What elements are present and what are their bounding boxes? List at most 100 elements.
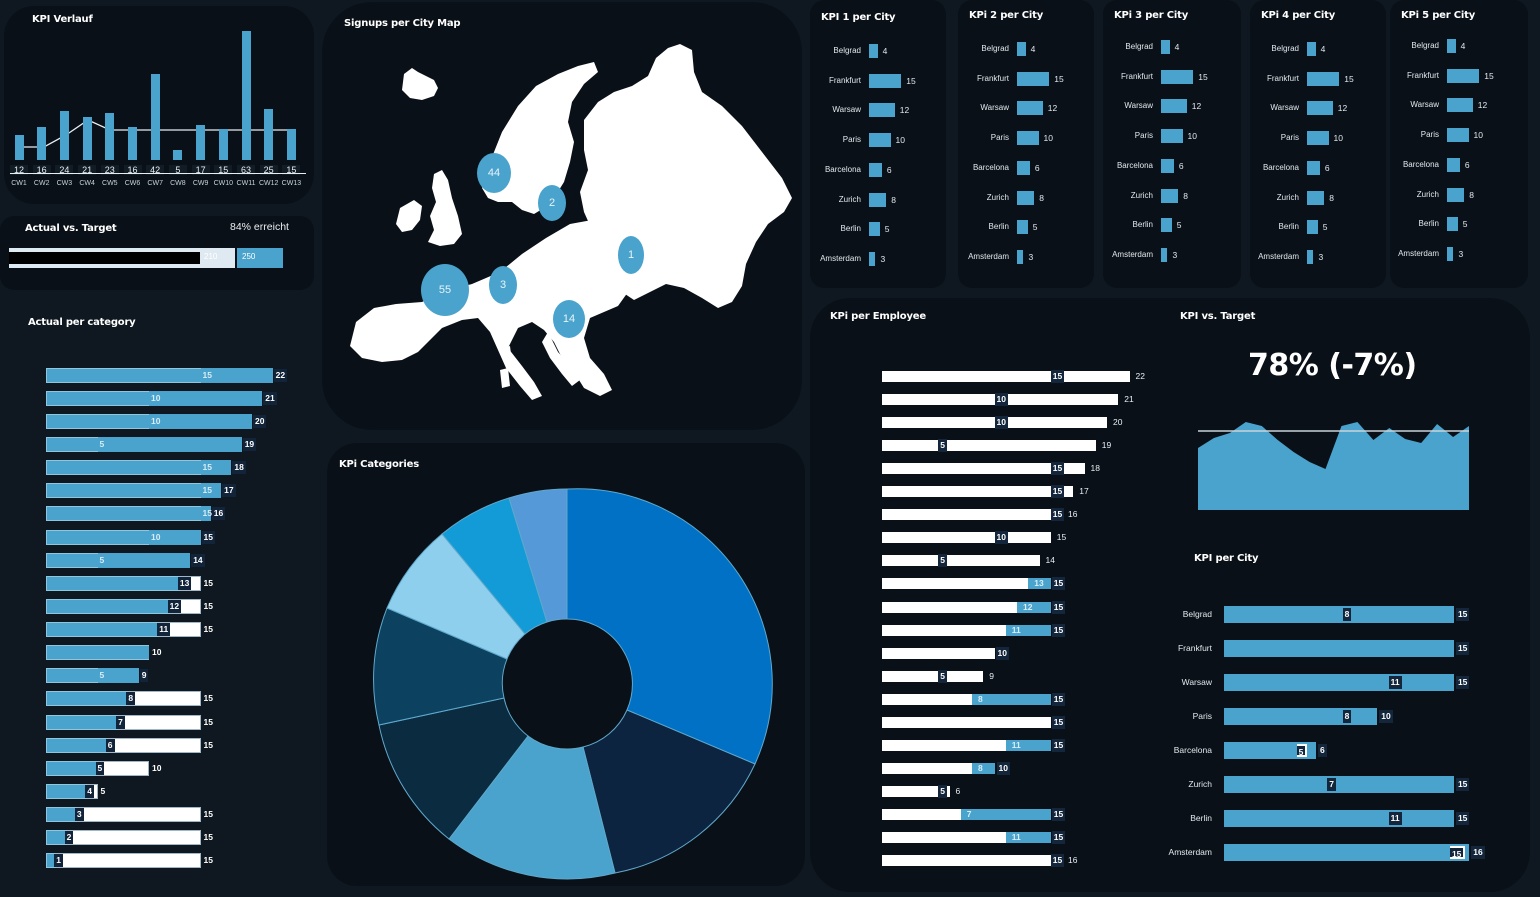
target-value: 22 [273,369,288,382]
city-bar [1307,131,1329,146]
actual-value: 6 [105,739,115,752]
city-value: 10 [1333,133,1343,144]
kpi-city-label: Berlin [1190,813,1212,823]
actual-value: 10 [151,393,161,403]
kpi-verlauf-category: CW5 [102,180,118,187]
map-bubble[interactable]: 14 [553,300,585,338]
actual-value: 15 [1050,462,1065,476]
actual-value: 7 [966,808,972,819]
kpi-city-bar [1224,606,1454,623]
city-bar [869,251,876,266]
target-value: 10 [152,763,162,773]
city-label: Frankfurt [1266,73,1299,83]
city-value: 3 [1458,248,1464,259]
target-value: 21 [1124,394,1134,405]
kpi-per-employee-title: KPi per Employee [830,311,926,322]
city-value: 15 [906,75,916,86]
kpi-verlauf-title: KPI Verlauf [32,14,93,25]
kpi-verlauf-bar [241,30,251,160]
city-bar [1017,42,1026,56]
city-label: Belgrad [1271,44,1299,53]
city-value: 5 [1462,219,1468,230]
target-value: 16 [1068,509,1078,520]
kpi-city-bar [1224,742,1316,759]
city-label: Barcelona [1262,162,1299,172]
target-value: 14 [191,554,205,567]
city-bar [1447,187,1465,202]
actual-value: 11 [1011,739,1021,750]
city-bar [1017,249,1024,264]
kpi-verlauf-category: CW9 [192,180,209,187]
city-label: Amsterdam [968,251,1009,261]
city-bar [1017,71,1050,86]
target-value: 15 [203,740,213,750]
city-bar [869,162,882,177]
city-label: Belgrad [981,44,1009,53]
map-bubble[interactable]: 55 [421,264,469,316]
city-value: 10 [1043,133,1053,144]
target-value: 20 [253,415,267,428]
actual-per-category-title: Actual per category [28,317,136,328]
kpi-verlauf-bar [82,116,92,160]
signups-map-panel: Signups per City Map 44 2 1 55 3 14 [322,2,802,430]
target-value: 22 [1135,371,1145,381]
city-value: 10 [1187,131,1197,142]
actual-value: 3 [74,808,84,821]
city-label: Amsterdam [1398,248,1439,258]
city-label: Barcelona [972,162,1009,172]
city-bar [869,222,880,237]
target-value: 9 [139,669,149,682]
city-label: Berlin [1132,220,1153,230]
target-value: 15 [203,832,213,842]
map-bubble[interactable]: 2 [538,185,566,221]
target-value: 16 [211,507,226,520]
target-value: 16 [1471,846,1485,859]
actual-value: 11 [1011,832,1021,842]
kpi-verlauf-value: 21 [78,165,97,175]
target-value: 15 [203,717,213,727]
city-value: 5 [1176,220,1182,231]
actual-value: 11 [1388,676,1402,689]
city-bar [869,44,878,58]
city-value: 6 [886,164,892,175]
city-label: Zurich [1130,190,1153,200]
kpi-city-bar [1224,776,1454,793]
kpi-verlauf-value: 16 [32,165,51,175]
target-value: 19 [1101,440,1112,451]
target-value: 15 [203,601,213,611]
actual-value: 7 [1327,778,1337,791]
actual-value: 5 [99,670,105,680]
actual-value: 12 [167,600,182,613]
actual-value: 15 [202,485,212,495]
signups-map-title: Signups per City Map [344,18,461,29]
actual-value: 11 [1011,624,1021,635]
kpi-vs-target-headline: 78% (-7%) [1248,348,1417,383]
target-value: 15 [1056,532,1067,543]
city-value: 8 [1329,192,1334,203]
city-label: Barcelona [824,164,861,174]
europe-map-icon [350,44,792,400]
actual-value: 13 [1034,578,1044,589]
actual-value: 5 [99,555,105,565]
map-bubble[interactable]: 1 [618,236,644,274]
city-label: Frankfurt [1406,70,1439,80]
city-label: Paris [842,135,861,145]
kpi-verlauf-category: CW7 [147,180,163,187]
kpi-vs-target-title: KPI vs. Target [1180,311,1256,322]
map-bubble[interactable]: 3 [489,266,517,304]
kpi-verlauf-category: CW12 [258,180,279,187]
actual-vs-target-panel: Actual vs. Target 84% erreicht 210 250 [0,216,314,290]
kpi-verlauf-value: 15 [214,165,233,175]
actual-value: 15 [1050,508,1065,522]
city-value: 5 [884,224,890,235]
map-bubble[interactable]: 44 [477,153,511,193]
city-label: Berlin [988,222,1009,232]
target-value: 15 [1051,600,1066,614]
actual-value: 1 [54,854,64,867]
kpi-categories-title: KPi Categories [339,459,419,470]
city-bar [869,192,887,207]
city-value: 12 [1477,100,1488,111]
kpi-verlauf-axis [10,173,306,174]
city-value: 5 [1322,222,1328,233]
actual-value: 10 [994,393,1008,407]
